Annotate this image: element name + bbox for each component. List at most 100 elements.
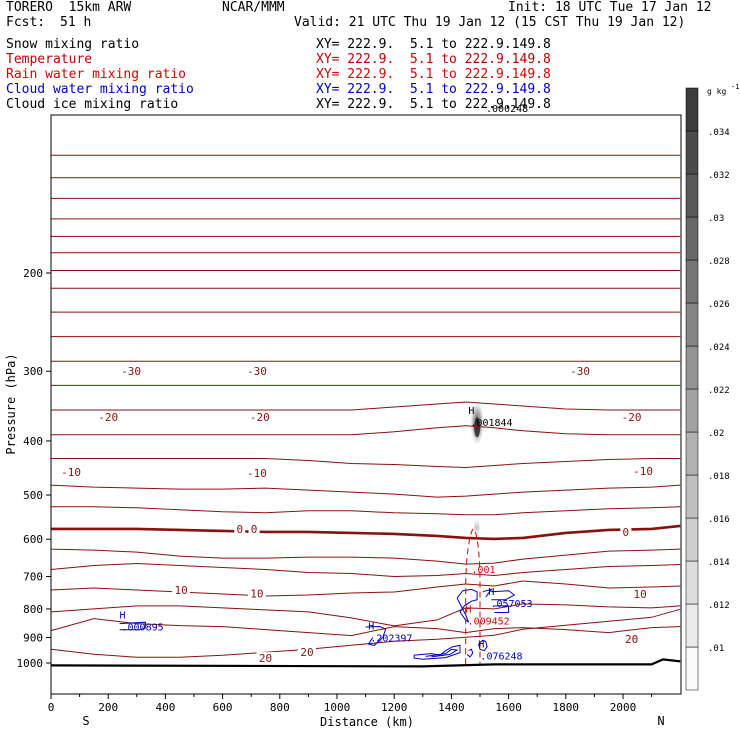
colorbar-label-7: .024 — [708, 343, 730, 353]
colorbar-segment-9 — [685, 259, 699, 304]
temp-label-bg-16 — [297, 645, 316, 658]
max-mark-0: H — [468, 406, 474, 417]
temp-label-7: -10 — [247, 467, 267, 480]
field-xy-snow: XY= 222.9. 5.1 to 222.9.149.8 — [316, 37, 551, 52]
max-value-4: .202397 — [370, 633, 412, 644]
temp-label-bg-4 — [247, 410, 273, 423]
colorbar-segment-10 — [685, 216, 699, 261]
x-tick-label-1000: 1000 — [324, 701, 351, 714]
isotherm-12 — [51, 401, 681, 411]
rain-contour-label: .001 — [471, 565, 495, 576]
model-title: TORERO 15km ARW — [6, 0, 132, 15]
rain-contour — [465, 528, 481, 665]
x-tick-label-600: 600 — [213, 701, 233, 714]
x-tick-label-1600: 1600 — [495, 701, 522, 714]
isotherm-23 — [50, 608, 681, 658]
isotherm-15 — [50, 484, 681, 498]
south-end-label: S — [82, 714, 89, 728]
temp-label-bg-5 — [619, 410, 645, 423]
cloud-contour-5 — [119, 621, 146, 631]
temp-label-bg-0 — [118, 365, 144, 378]
colorbar-label-2: .014 — [708, 558, 730, 568]
colorbar-unit-exponent: -1 — [731, 83, 739, 91]
isotherm-18 — [50, 548, 681, 565]
cloud-contour-8 — [425, 648, 459, 658]
temp-label-bg-10 — [248, 522, 260, 535]
field-xy-temperature: XY= 222.9. 5.1 to 222.9.149.8 — [316, 52, 551, 67]
cloud-contour-1 — [456, 588, 478, 623]
temp-label-bg-12 — [172, 584, 191, 597]
colorbar-label-3: .016 — [708, 515, 730, 525]
temp-label-bg-7 — [244, 467, 270, 480]
y-tick-label-400: 400 — [23, 435, 43, 448]
colorbar-unit: g kg — [707, 87, 726, 96]
cloud-contour-2 — [491, 590, 516, 601]
colorbar-label-12: .034 — [708, 128, 730, 138]
temp-label-11: 0 — [623, 526, 630, 539]
x-tick-label-800: 800 — [270, 701, 290, 714]
colorbar-segment-0 — [685, 646, 699, 691]
max-value-0: .001844 — [470, 418, 512, 429]
cloud-contour-6 — [365, 625, 387, 646]
colorbar-label-4: .018 — [708, 472, 730, 482]
field-xy-cloud-ice: XY= 222.9. 5.1 to 222.9.149.8 — [316, 97, 551, 112]
field-xy-cloud-water: XY= 222.9. 5.1 to 222.9.149.8 — [316, 82, 551, 97]
colorbar-label-8: .026 — [708, 300, 730, 310]
temp-label-6: -10 — [61, 466, 81, 479]
valid-time: Valid: 21 UTC Thu 19 Jan 12 (15 CST Thu … — [294, 15, 686, 30]
colorbar-label-10: .03 — [708, 214, 724, 224]
temp-label-8: -10 — [633, 465, 653, 478]
max-mark-1: H — [466, 605, 472, 616]
temp-label-0: -30 — [121, 365, 141, 378]
x-tick-label-1800: 1800 — [553, 701, 580, 714]
temp-label-1: -30 — [247, 365, 267, 378]
field-name-rain: Rain water mixing ratio — [6, 67, 187, 82]
cloud-contour-10 — [466, 648, 474, 658]
temp-label-bg-1 — [244, 365, 270, 378]
x-axis-label: Distance (km) — [320, 715, 414, 729]
field-name-cloud-water: Cloud water mixing ratio — [6, 82, 194, 97]
x-tick-label-2000: 2000 — [610, 701, 637, 714]
isotherm-22 — [50, 618, 681, 637]
terrain-line — [50, 658, 681, 668]
cloud-contour-3 — [494, 605, 510, 613]
colorbar-label-1: .012 — [708, 601, 730, 611]
field-name-cloud-ice: Cloud ice mixing ratio — [6, 97, 179, 112]
cloud-ice-core — [474, 417, 481, 438]
max-mark-5: H — [478, 640, 484, 651]
isotherm-21 — [50, 603, 681, 627]
y-tick-label-600: 600 — [23, 533, 43, 546]
y-axis-label: Pressure (hPa) — [4, 353, 18, 454]
forecast-label: Fcst: — [6, 15, 46, 30]
colorbar-segment-5 — [685, 431, 699, 476]
y-tick-label-500: 500 — [23, 489, 43, 502]
colorbar-segment-12 — [685, 130, 699, 175]
north-end-label: N — [657, 714, 664, 728]
max-value-1: .009452 — [468, 617, 510, 628]
x-tick-label-200: 200 — [98, 701, 118, 714]
colorbar-label-0: .01 — [708, 644, 724, 654]
temp-label-bg-2 — [567, 365, 593, 378]
max-value-3: .000895 — [122, 622, 164, 633]
temp-label-17: 20 — [625, 633, 638, 646]
temp-label-bg-9 — [234, 522, 246, 535]
max-mark-4: H — [368, 621, 374, 632]
temp-label-16: 20 — [300, 646, 313, 659]
max-mark-3: H — [119, 610, 125, 621]
isotherm-16 — [51, 506, 681, 516]
colorbar-label-6: .022 — [708, 386, 730, 396]
temp-label-9: 0 — [236, 523, 243, 536]
colorbar-segment-11 — [685, 173, 699, 218]
temp-label-15: 20 — [259, 652, 272, 665]
field-xy-rain: XY= 222.9. 5.1 to 222.9.149.8 — [316, 67, 551, 82]
x-tick-label-400: 400 — [155, 701, 175, 714]
colorbar-segment-3 — [685, 517, 699, 562]
temp-label-bg-17 — [622, 632, 641, 645]
isotherm-20 — [50, 580, 681, 597]
temp-label-10: 0 — [251, 523, 258, 536]
field-name-temperature: Temperature — [6, 52, 93, 67]
temp-label-bg-15 — [256, 652, 275, 665]
cloud-contour-4 — [482, 588, 493, 598]
colorbar-label-9: .028 — [708, 257, 730, 267]
